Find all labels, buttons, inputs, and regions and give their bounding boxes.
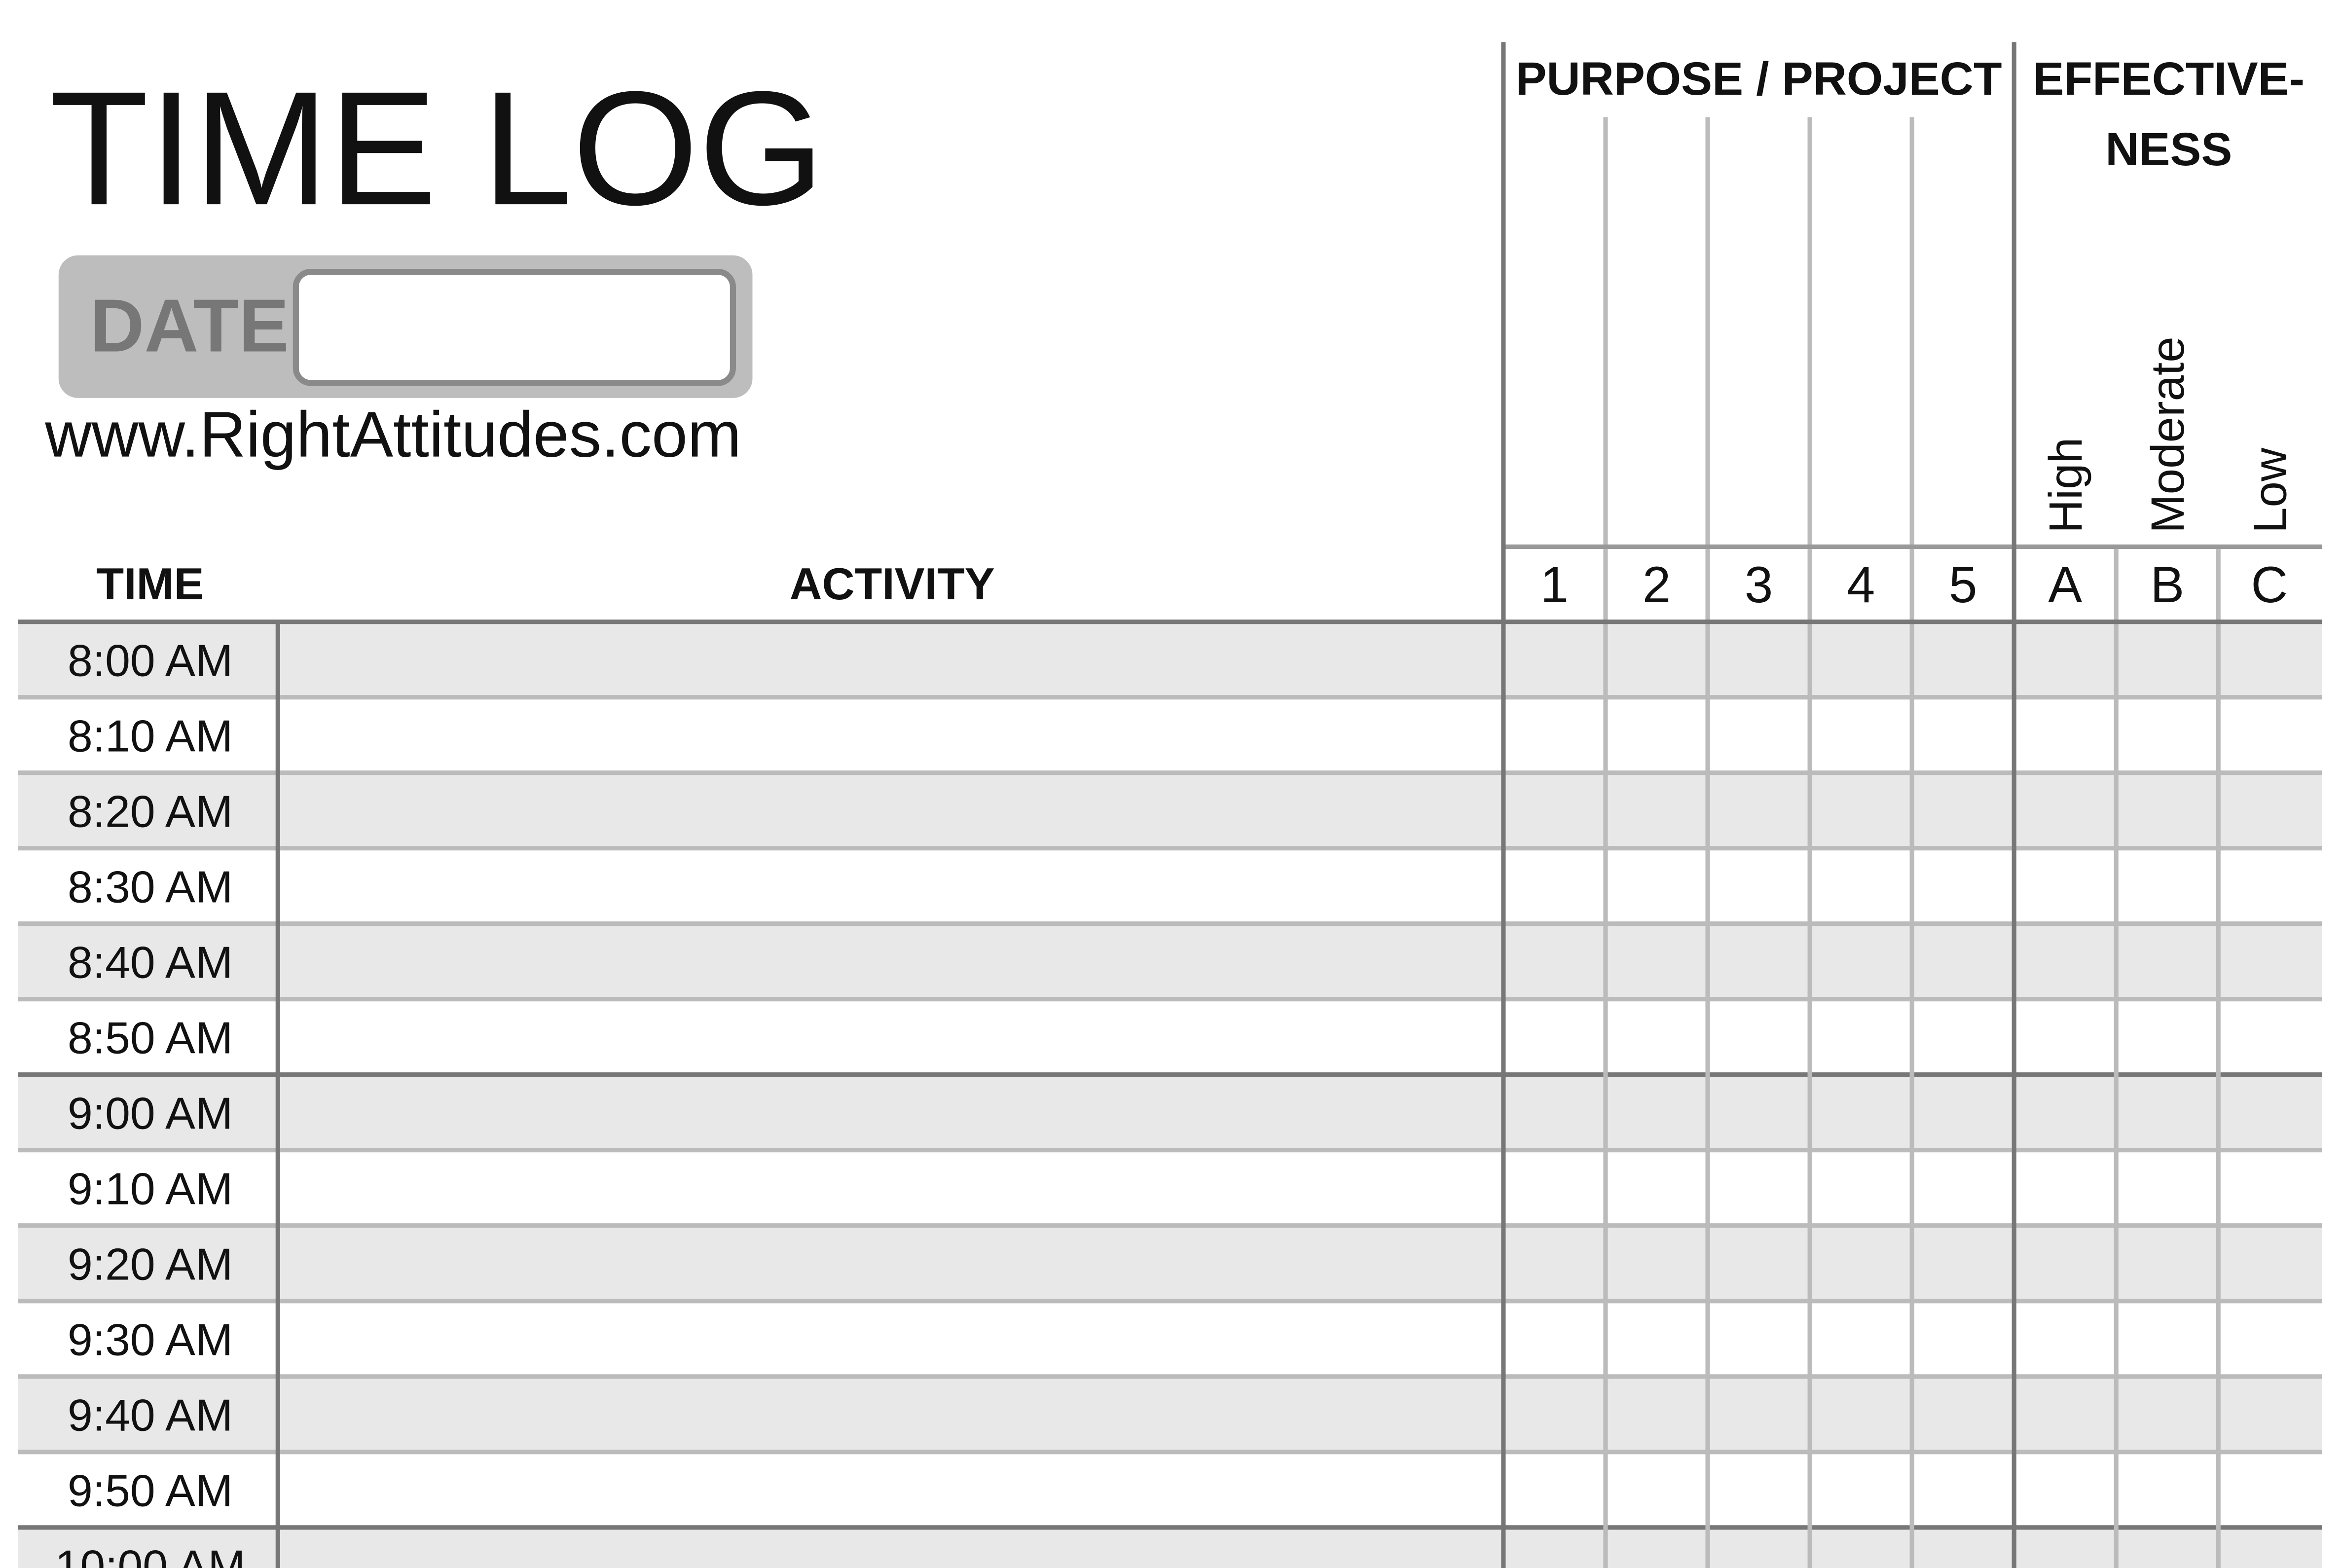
purpose-header: PURPOSE / PROJECT <box>1516 53 2002 105</box>
time-label: 9:20 AM <box>68 1239 233 1289</box>
purpose-column-number: 4 <box>1847 556 1875 613</box>
time-label: 9:10 AM <box>68 1164 233 1214</box>
time-header: TIME <box>96 559 204 609</box>
effectiveness-header: EFFECTIVE- <box>2033 53 2305 105</box>
title: TIME LOG <box>49 57 824 239</box>
activity-header: ACTIVITY <box>790 559 995 609</box>
effectiveness-header: NESS <box>2105 124 2232 176</box>
row-shade <box>18 1225 2322 1301</box>
time-label: 10:00 AM <box>55 1541 246 1568</box>
row-shade <box>18 1376 2322 1452</box>
row-shade <box>18 772 2322 848</box>
row-shade <box>18 621 2322 697</box>
row-shade <box>18 1527 2322 1568</box>
effectiveness-label: High <box>2040 438 2092 533</box>
time-label: 9:00 AM <box>68 1088 233 1138</box>
purpose-column-number: 2 <box>1643 556 1671 613</box>
purpose-column-number: 3 <box>1745 556 1773 613</box>
purpose-column-number: 1 <box>1540 556 1569 613</box>
time-label: 8:20 AM <box>68 786 233 837</box>
purpose-column-number: 5 <box>1949 556 1977 613</box>
time-label: 9:30 AM <box>68 1314 233 1365</box>
time-label: 8:30 AM <box>68 862 233 912</box>
effectiveness-code: A <box>2048 556 2082 613</box>
date-label: DATE <box>90 284 289 368</box>
time-label: 8:00 AM <box>68 635 233 686</box>
time-label: 9:40 AM <box>68 1390 233 1440</box>
row-shade <box>18 923 2322 999</box>
effectiveness-code: C <box>2251 556 2288 613</box>
time-label: 8:50 AM <box>68 1013 233 1063</box>
row-shade <box>18 1074 2322 1150</box>
effectiveness-label: Moderate <box>2142 336 2194 533</box>
time-label: 8:40 AM <box>68 937 233 987</box>
effectiveness-label: Low <box>2244 447 2296 533</box>
effectiveness-code: B <box>2150 556 2184 613</box>
time-label: 9:50 AM <box>68 1465 233 1516</box>
website: www.RightAttitudes.com <box>44 398 741 471</box>
time-label: 8:10 AM <box>68 711 233 761</box>
date-input[interactable] <box>293 269 736 386</box>
